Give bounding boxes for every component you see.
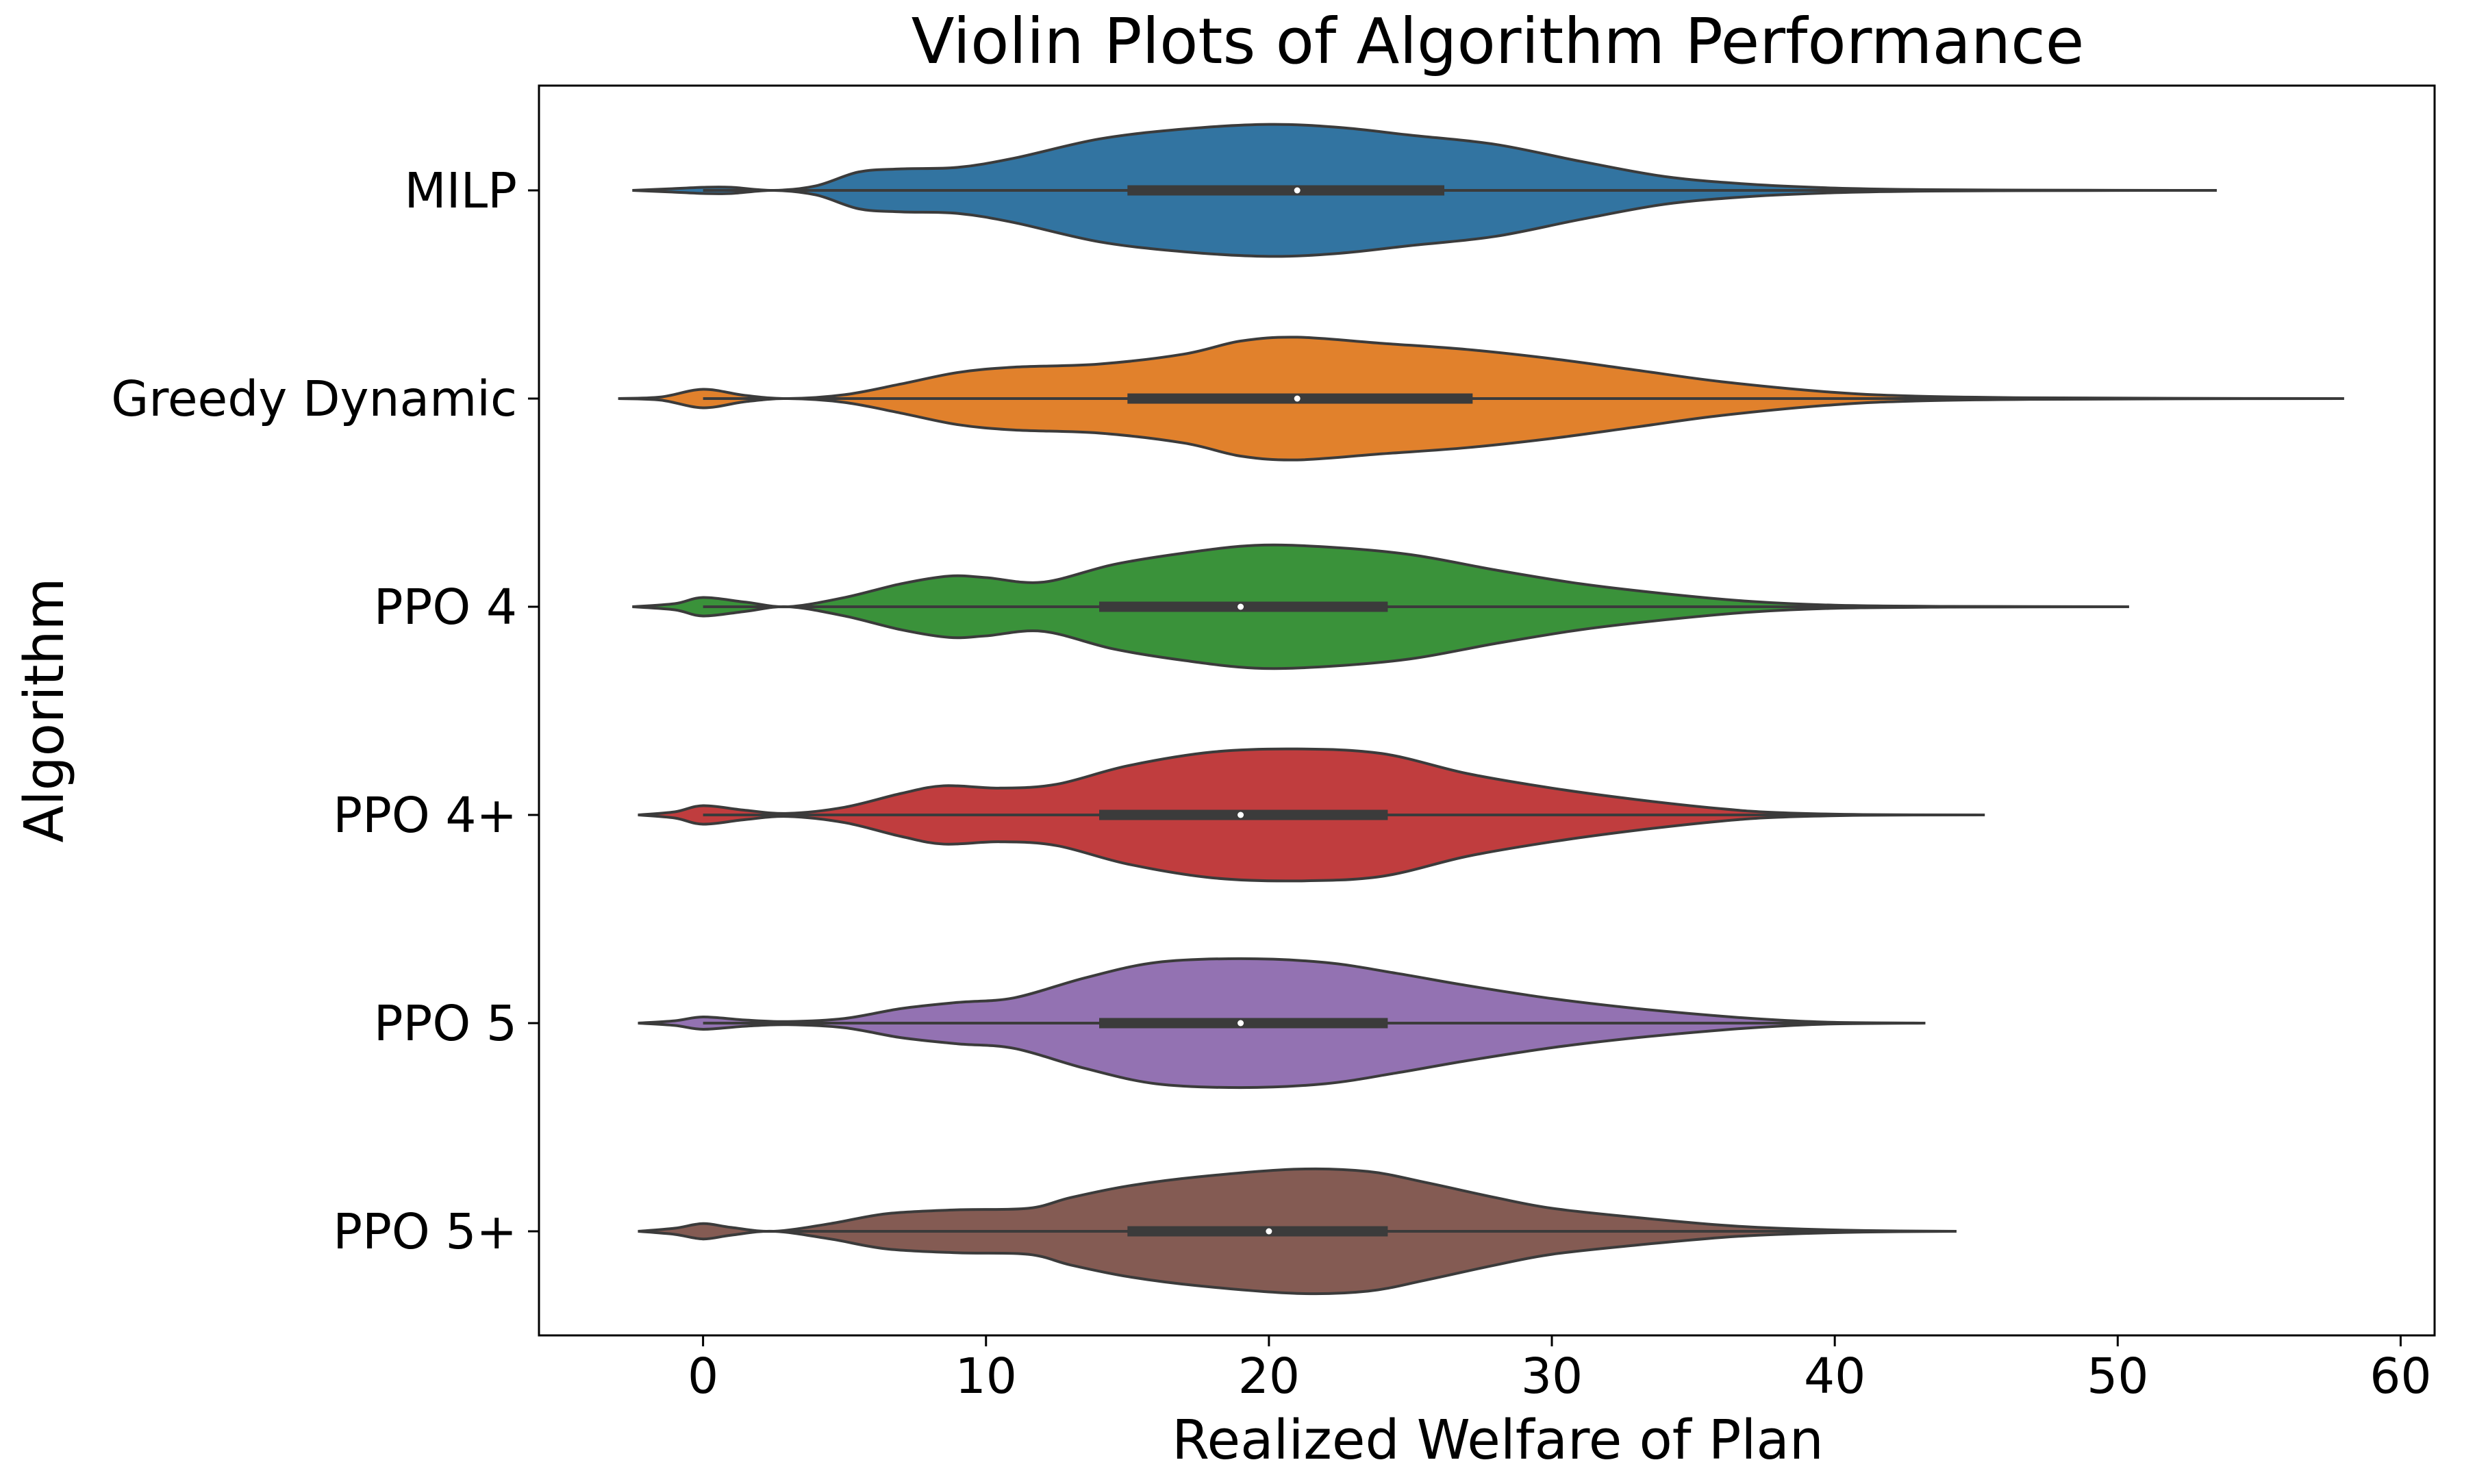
violin-ppo-4 <box>632 543 2129 670</box>
chart-title: Violin Plots of Algorithm Performance <box>912 5 2085 78</box>
x-tick-label: 60 <box>2370 1348 2431 1405</box>
x-tick-label: 10 <box>955 1348 1017 1405</box>
plot-frame <box>538 84 2436 1337</box>
violins-layer <box>618 123 2344 1296</box>
y-axis-label: Algorithm <box>13 578 76 843</box>
violin-ppo-5- <box>638 1167 1957 1296</box>
violin-median-marker <box>1294 395 1301 402</box>
x-axis-label: Realized Welfare of Plan <box>1172 1409 1824 1472</box>
x-tick-label: 40 <box>1804 1348 1865 1405</box>
y-tick-label: PPO 4 <box>374 579 517 636</box>
violin-median-marker <box>1238 812 1244 818</box>
y-tick-label: PPO 5+ <box>333 1203 517 1260</box>
x-tick-label: 20 <box>1238 1348 1300 1405</box>
y-tick-label: Greedy Dynamic <box>111 370 517 427</box>
x-tick-label: 30 <box>1521 1348 1583 1405</box>
violin-ppo-5 <box>638 957 1926 1090</box>
x-axis-ticks: 0 10 20 30 40 50 60 <box>688 1335 2432 1405</box>
violin-median-marker <box>1238 603 1244 610</box>
y-axis-ticks: MILP Greedy Dynamic PPO 4 PPO 4+ PPO 5 PPO 5+ <box>111 162 539 1260</box>
violin-median-marker <box>1294 187 1301 194</box>
y-tick-label: MILP <box>404 162 517 219</box>
x-tick-label: 0 <box>688 1348 718 1405</box>
x-tick-label: 50 <box>2087 1348 2148 1405</box>
y-tick-label: PPO 4+ <box>333 787 517 844</box>
y-tick-label: PPO 5 <box>374 995 517 1052</box>
violin-median-marker <box>1266 1228 1272 1235</box>
violin-median-marker <box>1238 1020 1244 1027</box>
